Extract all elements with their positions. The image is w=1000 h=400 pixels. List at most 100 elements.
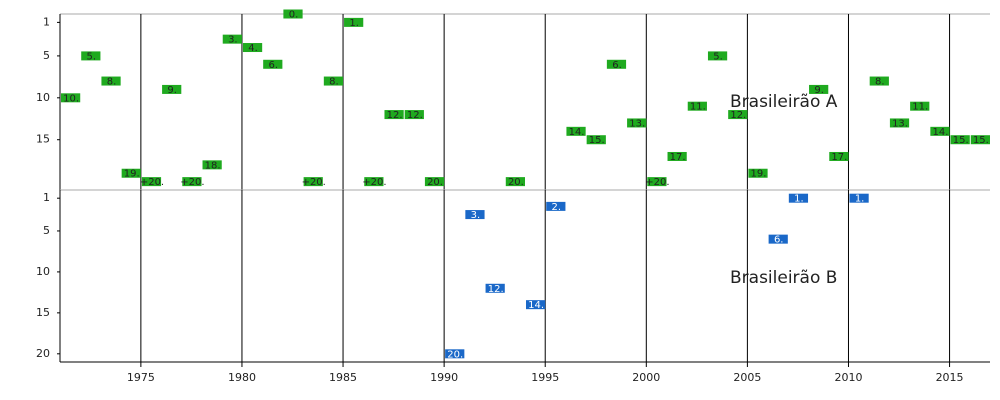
position-label: +20. xyxy=(645,177,669,188)
position-label: 20. xyxy=(447,349,463,360)
x-tick-label: 1980 xyxy=(228,371,256,384)
position-label: 13. xyxy=(892,118,908,129)
position-label: 13. xyxy=(629,118,645,129)
x-tick-label: 1995 xyxy=(531,371,559,384)
position-box xyxy=(809,84,829,94)
position-box xyxy=(81,51,101,61)
x-tick-label: 1975 xyxy=(127,371,155,384)
position-box xyxy=(121,168,141,178)
position-label: 18. xyxy=(205,160,221,171)
position-label: 14. xyxy=(528,300,544,311)
position-label: 1. xyxy=(349,18,359,29)
position-box xyxy=(162,84,182,94)
position-label: +20. xyxy=(362,177,386,188)
x-tick-label: 1990 xyxy=(430,371,458,384)
position-box xyxy=(748,168,768,178)
position-label: 14. xyxy=(569,127,585,138)
position-label: 12. xyxy=(387,110,403,121)
position-box xyxy=(728,110,748,120)
position-box xyxy=(586,135,606,145)
x-tick-label: 2005 xyxy=(733,371,761,384)
position-label: 14. xyxy=(933,127,949,138)
position-label: +20. xyxy=(180,177,204,188)
x-tick-label: 2010 xyxy=(834,371,862,384)
position-box xyxy=(889,118,910,128)
position-label: 9. xyxy=(814,85,824,96)
position-box xyxy=(485,283,505,293)
position-box xyxy=(768,234,788,244)
y-tick-label: 10 xyxy=(36,91,50,104)
x-tick-label: 2015 xyxy=(936,371,964,384)
position-label: 9. xyxy=(167,85,177,96)
position-box xyxy=(465,210,485,220)
position-label: 20. xyxy=(508,177,524,188)
position-box xyxy=(263,59,283,69)
position-label: 15. xyxy=(973,135,989,146)
position-box xyxy=(829,151,849,161)
position-box xyxy=(627,118,647,128)
position-box xyxy=(323,76,344,86)
position-label: 6. xyxy=(269,60,279,71)
position-box xyxy=(101,76,121,86)
position-label: 10. xyxy=(63,93,79,104)
position-label: 1. xyxy=(794,194,804,205)
position-box xyxy=(647,177,667,187)
position-label: 3. xyxy=(228,35,238,46)
position-label: 5. xyxy=(713,51,723,62)
position-box xyxy=(849,193,869,203)
position-label: 4. xyxy=(248,43,258,54)
panel-title: Brasileirão A xyxy=(730,92,838,112)
position-label: 11. xyxy=(912,102,928,113)
panel-title: Brasileirão B xyxy=(730,268,837,288)
y-tick-label: 10 xyxy=(36,265,50,278)
position-box xyxy=(707,51,728,61)
position-box xyxy=(384,110,404,120)
y-tick-label: 5 xyxy=(43,224,50,237)
position-box xyxy=(283,9,303,19)
position-label: 12. xyxy=(407,110,423,121)
position-box xyxy=(910,101,930,111)
position-box xyxy=(344,17,364,27)
position-label: 5. xyxy=(87,51,97,62)
position-label: 12. xyxy=(730,110,746,121)
position-box xyxy=(667,151,687,161)
y-tick-label: 15 xyxy=(36,306,50,319)
position-label: 19. xyxy=(751,169,767,180)
position-label: 8. xyxy=(329,77,339,88)
position-box xyxy=(61,93,81,103)
position-label: 15. xyxy=(953,135,969,146)
position-box xyxy=(141,177,162,187)
x-tick-label: 1985 xyxy=(329,371,357,384)
position-box xyxy=(242,43,263,53)
position-label: +20. xyxy=(302,177,326,188)
position-box xyxy=(364,177,384,187)
position-box xyxy=(606,59,627,69)
position-label: 6. xyxy=(612,60,622,71)
position-box xyxy=(445,349,465,359)
position-label: 17. xyxy=(831,152,847,163)
y-tick-label: 15 xyxy=(36,133,50,146)
position-label: 17. xyxy=(670,152,686,163)
y-tick-label: 1 xyxy=(43,15,50,28)
position-box xyxy=(526,300,546,310)
position-box xyxy=(869,76,889,86)
position-box xyxy=(930,126,950,136)
position-label: 15. xyxy=(589,135,605,146)
position-label: 8. xyxy=(107,77,117,88)
position-box xyxy=(546,201,566,211)
position-box xyxy=(687,101,707,111)
position-box xyxy=(182,177,202,187)
position-box xyxy=(404,110,424,120)
position-box xyxy=(505,177,525,187)
position-box xyxy=(950,135,970,145)
position-box xyxy=(788,193,809,203)
position-box xyxy=(222,34,242,44)
position-box xyxy=(202,160,222,170)
position-label: 3. xyxy=(471,210,481,221)
position-label: 11. xyxy=(690,102,706,113)
position-box xyxy=(970,135,990,145)
y-tick-label: 1 xyxy=(43,191,50,204)
position-box xyxy=(303,177,323,187)
y-tick-label: 5 xyxy=(43,49,50,62)
